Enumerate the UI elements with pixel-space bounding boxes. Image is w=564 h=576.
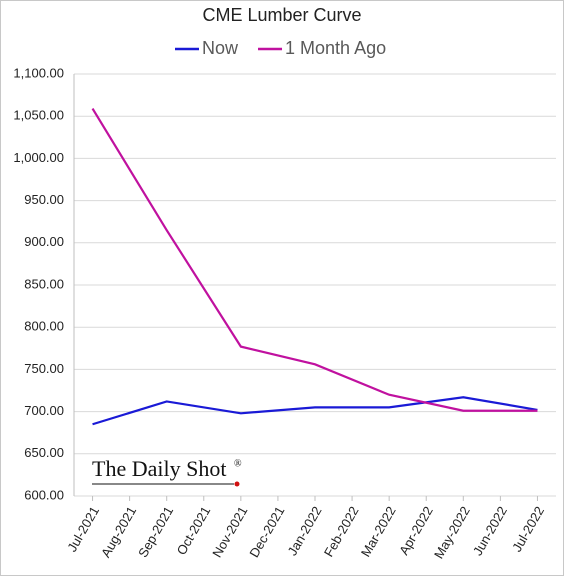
y-tick-label: 900.00 [24, 234, 64, 249]
y-tick-label: 850.00 [24, 276, 64, 291]
chart-title: CME Lumber Curve [202, 5, 361, 25]
legend: Now 1 Month Ago [175, 38, 386, 58]
y-tick-label: 1,050.00 [13, 108, 64, 123]
y-tick-label: 700.00 [24, 403, 64, 418]
watermark-text: The Daily Shot [92, 456, 226, 481]
y-tick-label: 1,100.00 [13, 65, 64, 80]
watermark-mark: ® [234, 458, 242, 469]
y-tick-label: 950.00 [24, 192, 64, 207]
line-series [91, 108, 538, 412]
y-tick-label: 600.00 [24, 487, 64, 502]
legend-label: Now [202, 38, 239, 58]
y-tick-label: 650.00 [24, 445, 64, 460]
line-series [92, 396, 538, 426]
watermark-dot [234, 481, 240, 487]
y-tick-label: 1,000.00 [13, 150, 64, 165]
legend-label: 1 Month Ago [285, 38, 386, 58]
y-tick-label: 750.00 [24, 361, 64, 376]
y-tick-label: 800.00 [24, 319, 64, 334]
watermark: The Daily Shot ® [92, 456, 242, 487]
